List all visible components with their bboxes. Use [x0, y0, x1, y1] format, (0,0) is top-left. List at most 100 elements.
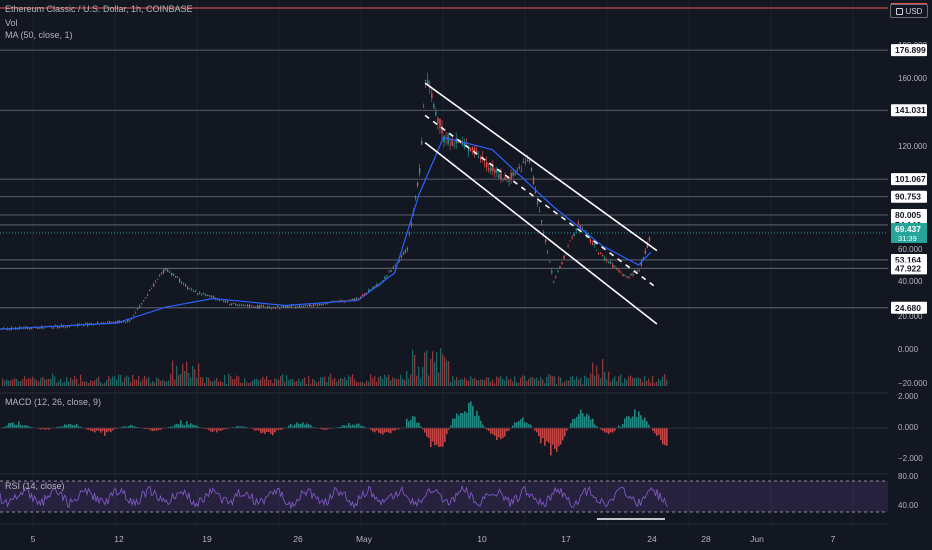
volume-bar — [656, 381, 658, 386]
candle-body — [606, 259, 608, 261]
volume-bar — [652, 375, 654, 386]
macd-histogram-bar — [328, 428, 330, 429]
volume-bar — [134, 379, 136, 386]
volume-bar — [580, 377, 582, 386]
volume-bar — [490, 381, 492, 386]
volume-bar — [496, 376, 498, 386]
volume-bar — [186, 361, 188, 386]
volume-bar — [294, 381, 296, 386]
volume-bar — [80, 374, 82, 386]
volume-bar — [228, 373, 230, 386]
macd-histogram-bar — [486, 428, 488, 430]
volume-bar — [34, 378, 36, 386]
macd-histogram-bar — [148, 428, 150, 430]
volume-bar — [348, 375, 350, 386]
candle-body — [551, 270, 553, 273]
volume-bar — [24, 376, 26, 386]
candle-body — [642, 257, 644, 260]
macd-histogram-bar — [66, 425, 68, 428]
macd-histogram-bar — [444, 428, 446, 443]
rsi-tick-label: 40.00 — [898, 501, 919, 510]
macd-histogram-bar — [102, 428, 104, 431]
macd-histogram-bar — [630, 418, 632, 428]
volume-bar — [164, 381, 166, 386]
volume-bar — [658, 378, 660, 386]
candle-body — [141, 303, 143, 305]
macd-legend[interactable]: MACD (12, 26, close, 9) — [5, 397, 102, 407]
time-tick-label: 17 — [561, 534, 571, 544]
volume-bar — [224, 375, 226, 386]
volume-bar — [230, 375, 232, 386]
volume-bar — [524, 376, 526, 386]
macd-histogram-bar — [174, 424, 176, 428]
macd-histogram-bar — [270, 428, 272, 434]
volume-bar — [96, 378, 98, 386]
volume-bar — [552, 375, 554, 386]
macd-histogram-bar — [440, 428, 442, 447]
volume-bar — [570, 376, 572, 386]
candle-body — [549, 261, 551, 263]
volume-bar — [278, 379, 280, 386]
candle-body — [575, 228, 577, 230]
rsi-legend[interactable]: RSI (14, close) — [5, 481, 65, 491]
volume-legend[interactable]: Vol — [5, 18, 18, 28]
candle-body — [514, 173, 516, 175]
volume-bar — [306, 383, 308, 386]
candle-body — [175, 276, 177, 278]
volume-bar — [560, 377, 562, 386]
candle-body — [9, 328, 11, 330]
volume-bar — [290, 379, 292, 386]
macd-histogram-bar — [262, 428, 264, 433]
macd-histogram-bar — [206, 428, 208, 429]
candle-body — [530, 167, 533, 171]
volume-bar — [74, 375, 76, 386]
macd-histogram-bar — [28, 426, 30, 428]
volume-bar — [336, 381, 338, 386]
macd-histogram-bar — [492, 428, 494, 435]
volume-bar — [52, 373, 54, 386]
macd-histogram-bar — [134, 426, 136, 428]
macd-histogram-bar — [574, 418, 576, 428]
volume-bar — [424, 352, 426, 386]
volume-bar — [146, 378, 148, 386]
macd-histogram-bar — [240, 426, 242, 428]
volume-bar — [352, 374, 354, 386]
macd-histogram-bar — [218, 428, 220, 431]
volume-bar — [628, 376, 630, 386]
volume-bar — [642, 381, 644, 386]
candle-body — [573, 234, 575, 236]
volume-bar — [590, 373, 592, 386]
volume-bar — [412, 349, 414, 386]
volume-bar — [632, 377, 634, 386]
candle-body — [89, 323, 91, 325]
volume-bar — [440, 348, 442, 386]
volume-bar — [204, 383, 206, 386]
macd-histogram-bar — [604, 428, 606, 433]
candle-body — [281, 306, 283, 307]
volume-bar — [574, 379, 576, 386]
volume-bar — [48, 378, 50, 386]
volume-bar — [104, 382, 106, 386]
macd-histogram-bar — [112, 428, 114, 431]
ma-legend[interactable]: MA (50, close, 1) — [5, 30, 73, 40]
macd-histogram-bar — [342, 425, 344, 428]
macd-histogram-bar — [608, 428, 610, 435]
volume-bar — [488, 377, 490, 386]
volume-bar — [184, 371, 186, 386]
time-tick-label: 28 — [701, 534, 711, 544]
candle-body — [279, 307, 281, 309]
candle-body — [219, 299, 221, 301]
macd-histogram-bar — [540, 428, 542, 444]
candle-body — [532, 177, 535, 185]
candle-body — [85, 323, 87, 325]
volume-bar — [194, 369, 196, 386]
currency-selector[interactable]: USD — [890, 4, 928, 18]
macd-histogram-bar — [382, 428, 384, 435]
macd-histogram-bar — [564, 428, 566, 437]
macd-histogram-bar — [158, 428, 160, 430]
candle-body — [626, 276, 628, 278]
ma50-line — [0, 136, 652, 330]
macd-histogram-bar — [154, 428, 156, 431]
volume-bar — [176, 365, 178, 386]
